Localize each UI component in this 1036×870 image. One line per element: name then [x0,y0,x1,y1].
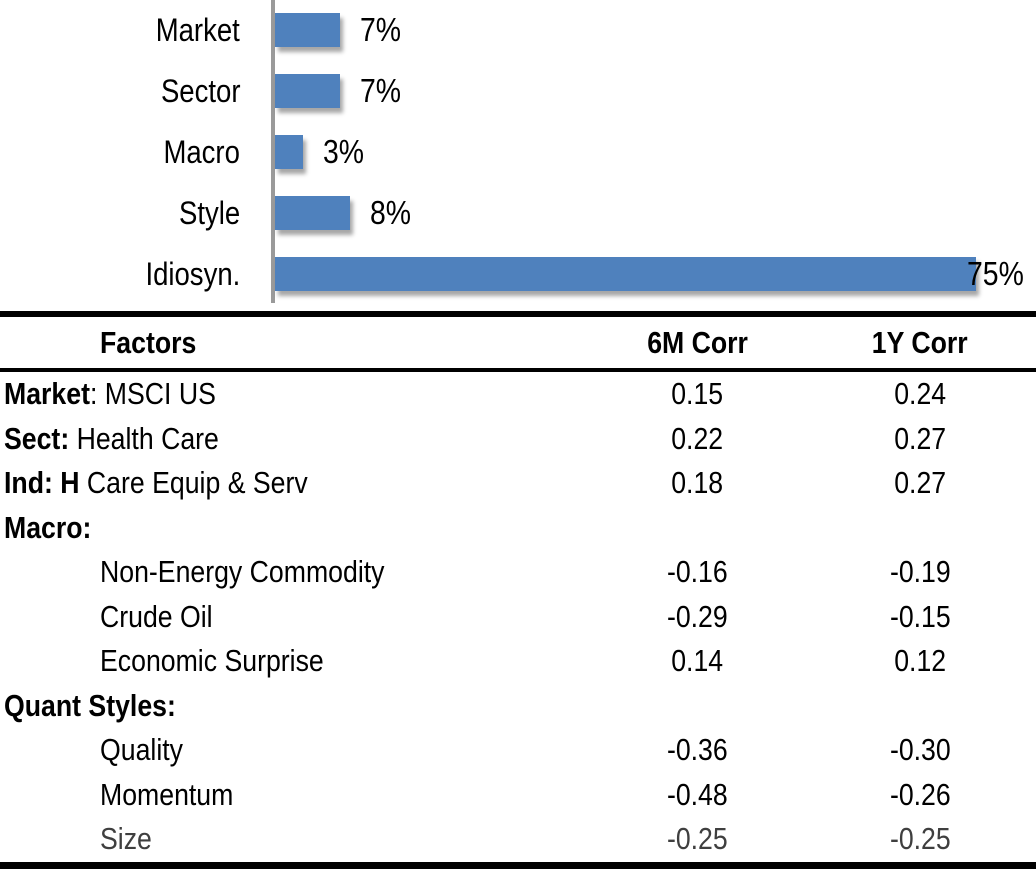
bar-category-label-sector: Sector [160,73,240,109]
table-row-macro-header: Macro: [0,506,1036,551]
col-header-factors: Factors [100,324,197,360]
corr-6m-value: -0.16 [667,554,728,590]
factor-correlation-table: Factors 6M Corr 1Y Corr Market: MSCI US … [0,311,1036,869]
factor-label: Size [100,821,152,857]
corr-1y-value [815,510,1025,546]
factor-label: Quality [100,732,183,768]
table-row-crude-oil: Crude Oil -0.29 -0.15 [0,595,1036,640]
factor-section-label: Quant Styles: [4,687,176,723]
factor-label: Crude Oil [100,598,213,634]
factor-label: Momentum [100,776,234,812]
corr-6m-value: -0.29 [667,598,728,634]
bar-sector [275,74,341,108]
bar-style [275,196,350,230]
table-row-market: Market: MSCI US 0.15 0.24 [0,372,1036,417]
bar-category-label-market: Market [155,12,240,48]
table-row-momentum: Momentum -0.48 -0.26 [0,773,1036,818]
corr-1y-value: 0.12 [894,643,946,679]
table-row-economic-surprise: Economic Surprise 0.14 0.12 [0,639,1036,684]
table-row-sector: Sect: Health Care 0.22 0.27 [0,417,1036,462]
corr-1y-value: -0.19 [889,554,951,590]
corr-6m-value: -0.36 [667,732,728,768]
bar-category-label-idiosyn: Idiosyn. [145,256,240,292]
corr-6m-value [580,688,815,724]
factor-label: Market: MSCI US [4,376,216,412]
bar-value-label: 8% [369,194,411,231]
bar-macro [275,135,304,169]
bar-value-label: 75% [967,255,1025,292]
corr-6m-value: 0.18 [671,465,724,501]
bar-category-label-style: Style [178,195,240,231]
bar-value-label: 7% [360,72,402,109]
corr-6m-value: -0.25 [667,821,728,857]
corr-1y-value [815,688,1025,724]
corr-6m-value: 0.15 [671,376,724,412]
table-header-row: Factors 6M Corr 1Y Corr [0,317,1036,372]
corr-6m-value: 0.22 [671,420,724,456]
bar-market [275,13,341,47]
corr-1y-value: 0.27 [894,465,946,501]
table-row-quality: Quality -0.36 -0.30 [0,728,1036,773]
factor-section-label: Macro: [4,509,92,545]
factor-label: Ind: H Care Equip & Serv [4,465,308,501]
table-row-non-energy-commodity: Non-Energy Commodity -0.16 -0.19 [0,550,1036,595]
bar-idiosyn [275,257,977,291]
corr-1y-value: -0.15 [889,598,951,634]
factor-label: Economic Surprise [100,643,324,679]
table-row-size: Size -0.25 -0.25 [0,817,1036,862]
bar-value-label: 3% [323,133,365,170]
corr-1y-value: 0.27 [894,420,946,456]
chart-vertical-axis [271,0,275,303]
table-row-industry: Ind: H Care Equip & Serv 0.18 0.27 [0,461,1036,506]
corr-6m-value [580,510,815,546]
factor-label: Sect: Health Care [4,420,219,456]
table-row-quant-styles-header: Quant Styles: [0,684,1036,729]
factor-risk-bar-chart: Market 7% Sector 7% Macro 3% Style 8% Idiosyn. 75… [0,0,1036,311]
corr-1y-value: -0.30 [889,732,951,768]
bar-category-label-macro: Macro [163,134,240,170]
corr-6m-value: 0.14 [671,643,724,679]
col-header-6m-corr: 6M Corr [647,324,748,360]
corr-1y-value: -0.25 [889,821,951,857]
bar-value-label: 7% [360,11,402,48]
corr-1y-value: 0.24 [894,376,946,412]
corr-6m-value: -0.48 [667,776,728,812]
corr-1y-value: -0.26 [889,776,951,812]
col-header-1y-corr: 1Y Corr [872,324,968,360]
factor-label: Non-Energy Commodity [100,554,385,590]
